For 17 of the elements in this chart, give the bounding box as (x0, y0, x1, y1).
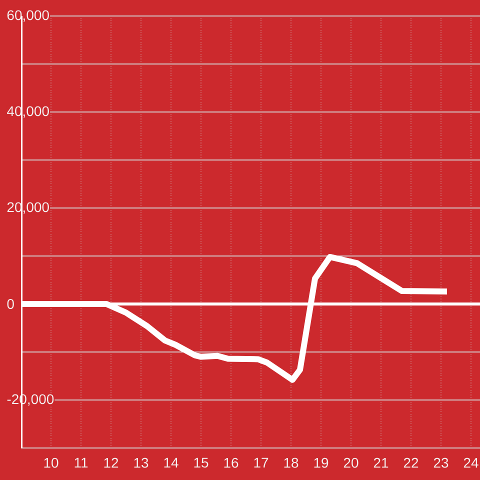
x-tick-label: 19 (314, 458, 328, 468)
x-tick-label: 23 (434, 458, 448, 468)
x-tick-label: 18 (284, 458, 298, 468)
y-tick-label: 60,000 (7, 10, 49, 22)
x-tick-label: 17 (254, 458, 268, 468)
x-tick-label: 11 (74, 458, 88, 468)
x-tick-label: 13 (134, 458, 148, 468)
x-tick-label: 21 (374, 458, 388, 468)
x-tick-label: 12 (104, 458, 118, 468)
x-tick-label: 15 (194, 458, 208, 468)
x-tick-label: 16 (224, 458, 238, 468)
x-tick-label: 20 (344, 458, 358, 468)
x-tick-label: 24 (464, 458, 478, 468)
x-tick-label: 10 (44, 458, 58, 468)
x-tick-label: 14 (164, 458, 178, 468)
x-tick-label: 22 (404, 458, 418, 468)
y-tick-label: 0 (7, 299, 14, 309)
